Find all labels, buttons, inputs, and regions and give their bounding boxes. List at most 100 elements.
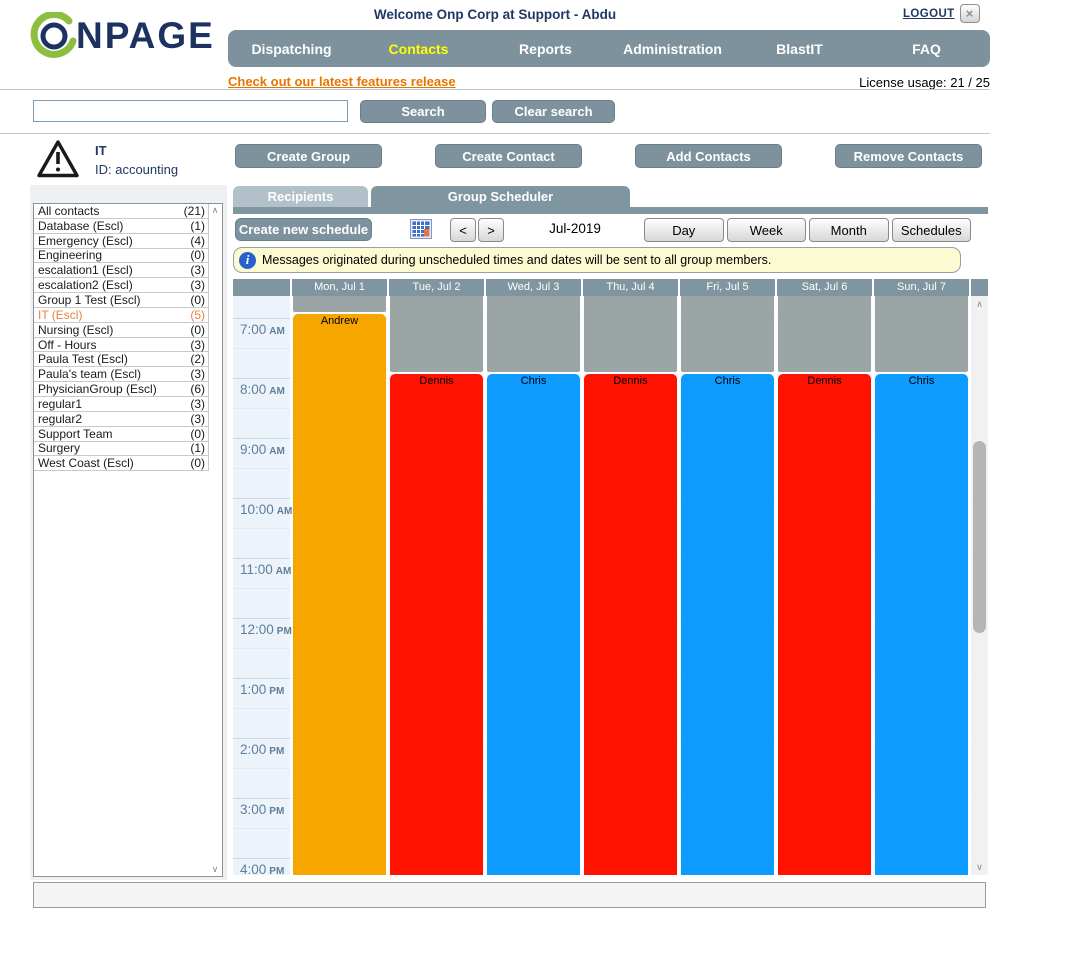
schedule-block-chris[interactable]: Chris <box>487 374 580 875</box>
day-column-fri-jul-5[interactable]: Chris <box>680 296 775 875</box>
list-item-count: (3) <box>190 337 205 352</box>
list-item-name: IT (Escl) <box>38 307 83 322</box>
divider <box>0 89 990 90</box>
view-schedules-button[interactable]: Schedules <box>891 218 971 242</box>
day-column-sat-jul-6[interactable]: Dennis <box>777 296 872 875</box>
day-header-sat-jul-6: Sat, Jul 6 <box>777 279 872 296</box>
day-header-wed-jul-3: Wed, Jul 3 <box>486 279 581 296</box>
create-contact-button[interactable]: Create Contact <box>435 144 582 168</box>
search-button[interactable]: Search <box>360 100 486 123</box>
tab-group-scheduler[interactable]: Group Scheduler <box>371 186 630 207</box>
list-item-name: Engineering <box>38 248 103 263</box>
time-hour: 8:00 <box>240 382 267 397</box>
time-meridiem: PM <box>269 686 285 697</box>
list-item-name: escalation1 (Escl) <box>38 263 133 278</box>
sidebar-item-escalation2-escl[interactable]: escalation2 (Escl) (3) <box>34 278 209 294</box>
unscheduled-block <box>584 296 677 372</box>
list-item-name: Emergency (Escl) <box>38 233 133 248</box>
prev-period-button[interactable]: < <box>450 218 476 242</box>
tab-recipients[interactable]: Recipients <box>233 186 368 207</box>
calendar-icon[interactable] <box>410 219 432 244</box>
schedule-block-dennis[interactable]: Dennis <box>584 374 677 875</box>
day-header-mon-jul-1: Mon, Jul 1 <box>292 279 387 296</box>
time-hour: 3:00 <box>240 802 267 817</box>
groups-listbox[interactable]: All contacts (21) Database (Escl) (1) Emerge… <box>33 203 223 877</box>
time-hour: 9:00 <box>240 442 267 457</box>
list-item-name: PhysicianGroup (Escl) <box>38 382 157 397</box>
scroll-down-icon[interactable]: ∨ <box>211 864 219 874</box>
logout-link[interactable]: LOGOUT <box>903 7 955 20</box>
schedule-block-chris[interactable]: Chris <box>681 374 774 875</box>
list-item-name: Paula's team (Escl) <box>38 367 141 382</box>
list-item-name: Paula Test (Escl) <box>38 352 128 367</box>
schedule-block-dennis[interactable]: Dennis <box>390 374 483 875</box>
nav-item-contacts[interactable]: Contacts <box>388 40 449 57</box>
sidebar-item-surgery[interactable]: Surgery (1) <box>34 441 209 457</box>
add-contacts-button[interactable]: Add Contacts <box>635 144 782 168</box>
nav-item-reports[interactable]: Reports <box>519 40 572 57</box>
nav-item-dispatching[interactable]: Dispatching <box>251 40 332 57</box>
schedule-block-dennis[interactable]: Dennis <box>778 374 871 875</box>
sidebar-item-physiciangroup-escl[interactable]: PhysicianGroup (Escl) (6) <box>34 382 209 397</box>
sidebar-item-escalation1-escl[interactable]: escalation1 (Escl) (3) <box>34 263 209 279</box>
list-item-name: All contacts <box>38 203 100 218</box>
unscheduled-block <box>390 296 483 372</box>
sidebar-item-off-hours[interactable]: Off - Hours (3) <box>34 338 209 353</box>
nav-item-faq[interactable]: FAQ <box>912 40 941 57</box>
next-period-button[interactable]: > <box>478 218 504 242</box>
close-icon[interactable]: × <box>959 4 980 23</box>
day-column-thu-jul-4[interactable]: Dennis <box>583 296 678 875</box>
notice-text: Messages originated during unscheduled t… <box>262 253 772 267</box>
day-column-sun-jul-7[interactable]: Chris <box>874 296 969 875</box>
list-item-name: Nursing (Escl) <box>38 322 114 337</box>
status-bar <box>33 882 986 908</box>
list-item-count: (0) <box>190 456 205 471</box>
scroll-down-icon[interactable]: ∨ <box>976 862 983 872</box>
sidebar-item-paula-test-escl[interactable]: Paula Test (Escl) (2) <box>34 352 209 368</box>
sidebar-item-database-escl[interactable]: Database (Escl) (1) <box>34 219 209 234</box>
day-column-tue-jul-2[interactable]: Dennis <box>389 296 484 875</box>
sidebar-item-west-coast-escl[interactable]: West Coast (Escl) (0) <box>34 456 209 472</box>
sidebar-item-engineering[interactable]: Engineering (0) <box>34 248 209 264</box>
day-column-mon-jul-1[interactable]: Andrew <box>292 296 387 875</box>
sidebar-item-group-1-test-escl[interactable]: Group 1 Test (Escl) (0) <box>34 293 209 308</box>
list-item-count: (6) <box>190 382 205 397</box>
clear-search-button[interactable]: Clear search <box>492 100 615 123</box>
list-item-name: West Coast (Escl) <box>38 456 134 471</box>
search-input[interactable] <box>33 100 348 122</box>
remove-contacts-button[interactable]: Remove Contacts <box>835 144 982 168</box>
sidebar-item-regular1[interactable]: regular1 (3) <box>34 397 209 412</box>
features-release-link[interactable]: Check out our latest features release <box>228 74 456 89</box>
create-new-schedule-button[interactable]: Create new schedule <box>235 218 372 241</box>
sidebar-item-paula-s-team-escl[interactable]: Paula's team (Escl) (3) <box>34 367 209 383</box>
sidebar-item-regular2[interactable]: regular2 (3) <box>34 412 209 427</box>
sidebar-item-it-escl[interactable]: IT (Escl) (5) <box>34 308 209 323</box>
time-label: 1:00 PM <box>240 681 284 699</box>
list-item-name: regular1 <box>38 396 83 411</box>
sidebar-item-nursing-escl[interactable]: Nursing (Escl) (0) <box>34 323 209 338</box>
create-group-button[interactable]: Create Group <box>235 144 382 168</box>
nav-item-administration[interactable]: Administration <box>623 40 722 57</box>
schedule-block-chris[interactable]: Chris <box>875 374 968 875</box>
time-meridiem: PM <box>276 626 292 637</box>
time-meridiem: AM <box>276 506 293 517</box>
sidebar-item-emergency-escl[interactable]: Emergency (Escl) (4) <box>34 234 209 249</box>
sidebar-item-all-contacts[interactable]: All contacts (21) <box>34 204 209 219</box>
scroll-up-icon[interactable]: ∧ <box>976 299 983 309</box>
view-day-button[interactable]: Day <box>644 218 724 242</box>
time-meridiem: PM <box>269 806 285 817</box>
nav-item-blastit[interactable]: BlastIT <box>776 40 823 57</box>
view-week-button[interactable]: Week <box>726 218 806 242</box>
view-month-button[interactable]: Month <box>809 218 889 242</box>
time-label: 3:00 PM <box>240 801 284 819</box>
scroll-up-icon[interactable]: ∧ <box>211 205 219 215</box>
schedule-block-andrew[interactable]: Andrew <box>293 314 386 875</box>
time-hour: 7:00 <box>240 322 267 337</box>
scrollbar-thumb[interactable] <box>973 441 986 633</box>
day-column-wed-jul-3[interactable]: Chris <box>486 296 581 875</box>
list-item-name: Surgery <box>38 441 81 456</box>
calendar-scrollbar[interactable]: ∧ ∨ <box>971 296 988 875</box>
sidebar-item-support-team[interactable]: Support Team (0) <box>34 427 209 442</box>
time-hour: 1:00 <box>240 682 267 697</box>
